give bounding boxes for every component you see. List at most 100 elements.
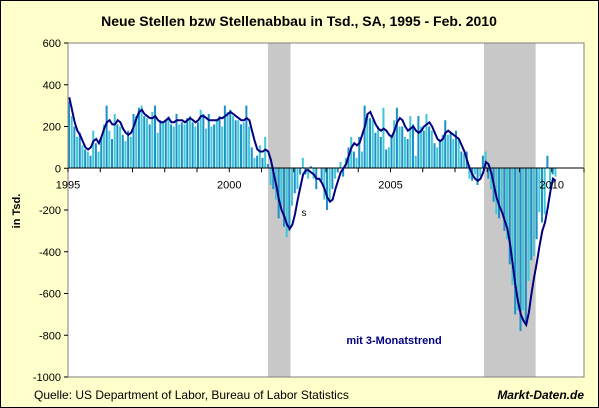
- bar: [363, 105, 366, 169]
- bar: [535, 168, 538, 240]
- bar: [524, 168, 527, 323]
- bar: [288, 168, 291, 231]
- bar: [360, 151, 363, 169]
- y-tick-label: 200: [43, 122, 61, 134]
- bar: [301, 157, 304, 169]
- bar: [210, 126, 213, 169]
- bar: [457, 139, 460, 169]
- bar: [436, 147, 439, 169]
- bar: [460, 151, 463, 169]
- bar: [156, 132, 159, 169]
- bar: [479, 168, 482, 177]
- bar: [264, 136, 267, 169]
- y-axis-label: in Tsd.: [11, 194, 23, 229]
- bar: [202, 113, 205, 169]
- bar: [441, 134, 444, 169]
- bar: [484, 151, 487, 169]
- bar: [401, 126, 404, 169]
- bar: [500, 168, 503, 210]
- bar: [516, 168, 519, 311]
- bar: [538, 168, 541, 213]
- bar: [183, 124, 186, 169]
- bar: [240, 124, 243, 169]
- bar: [143, 116, 146, 169]
- bar: [119, 126, 122, 169]
- bar: [175, 113, 178, 169]
- bar: [420, 126, 423, 169]
- bar: [546, 155, 549, 169]
- bar: [412, 124, 415, 169]
- bar: [178, 124, 181, 169]
- bar: [350, 136, 353, 169]
- bar: [250, 147, 253, 169]
- bar: [162, 122, 165, 169]
- bar: [430, 130, 433, 169]
- bar: [323, 168, 326, 200]
- bar: [283, 168, 286, 227]
- bar: [369, 118, 372, 169]
- bar: [414, 155, 417, 169]
- bar: [554, 168, 557, 177]
- bar: [395, 107, 398, 169]
- bar: [191, 122, 194, 169]
- bar: [336, 168, 339, 173]
- bar: [377, 126, 380, 169]
- bar: [73, 126, 76, 169]
- bar: [498, 168, 501, 219]
- y-tick-label: 400: [43, 80, 61, 92]
- bar: [352, 151, 355, 169]
- bar: [506, 168, 509, 240]
- bar: [68, 101, 71, 169]
- bar: [527, 168, 530, 281]
- bar: [137, 107, 140, 169]
- y-axis: 600 400 200 0 -200 -400 -600 -800 -1000: [33, 38, 68, 384]
- bar: [374, 132, 377, 169]
- bar: [511, 168, 514, 286]
- bar: [433, 143, 436, 169]
- bar: [487, 168, 490, 179]
- x-tick-label: 1995: [56, 179, 80, 191]
- source-note: Quelle: US Department of Labor, Bureau o…: [34, 388, 349, 402]
- bar: [256, 155, 259, 169]
- bar: [234, 120, 237, 169]
- y-tick-label: -200: [39, 205, 61, 217]
- bar: [258, 145, 261, 169]
- y-tick-label: -800: [39, 330, 61, 342]
- bar: [382, 107, 385, 169]
- bar: [148, 124, 151, 169]
- bar: [291, 168, 294, 206]
- bar: [551, 168, 554, 175]
- bar: [307, 168, 310, 179]
- bar: [266, 164, 269, 169]
- bar: [205, 128, 208, 169]
- bar: [390, 136, 393, 169]
- trend-line: [68, 97, 557, 328]
- chart-title: Neue Stellen bzw Stellenabbau in Tsd., S…: [101, 13, 497, 29]
- bar: [468, 168, 471, 179]
- bar: [237, 120, 240, 169]
- bar: [76, 136, 79, 169]
- bar: [428, 126, 431, 169]
- bar: [417, 116, 420, 169]
- bar: [132, 113, 135, 169]
- bar: [78, 132, 81, 169]
- bar: [393, 120, 396, 169]
- bar: [532, 168, 535, 256]
- bar: [530, 168, 533, 261]
- bar: [207, 113, 210, 169]
- bar: [261, 157, 264, 169]
- bar: [242, 122, 245, 169]
- bar: [170, 124, 173, 169]
- bar: [280, 168, 283, 206]
- bar: [100, 136, 103, 169]
- bar: [159, 120, 162, 169]
- y-tick-label: 0: [55, 163, 61, 175]
- bar: [438, 141, 441, 169]
- bar: [406, 139, 409, 169]
- bar: [522, 168, 525, 311]
- y-tick-label: -1000: [33, 372, 61, 384]
- bar: [425, 113, 428, 169]
- bar: [320, 168, 323, 181]
- bar: [508, 168, 511, 265]
